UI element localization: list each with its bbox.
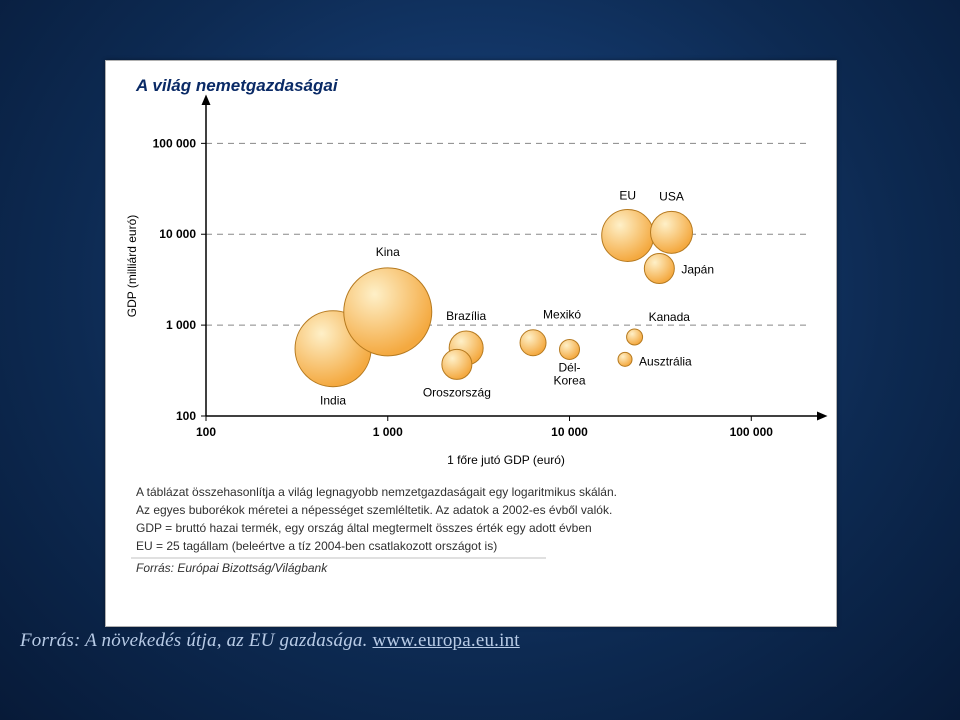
- svg-text:10 000: 10 000: [159, 227, 196, 241]
- svg-text:Az egyes buborékok méretei a n: Az egyes buborékok méretei a népességet …: [136, 503, 612, 517]
- chart-panel: A világ nemetgazdaságai 100 1 000 10 000 100…: [105, 60, 837, 627]
- svg-text:1 000: 1 000: [373, 425, 403, 439]
- bubble-chart: A világ nemetgazdaságai 100 1 000 10 000 100…: [106, 61, 836, 626]
- svg-text:Kina: Kina: [376, 245, 400, 259]
- svg-text:100: 100: [196, 425, 216, 439]
- footer-text: A növekedés útja, az EU gazdasága.: [85, 630, 372, 651]
- svg-text:India: India: [320, 394, 346, 408]
- svg-text:Oroszország: Oroszország: [423, 385, 491, 399]
- svg-text:Kanada: Kanada: [649, 310, 691, 324]
- svg-text:1 főre jutó GDP (euró): 1 főre jutó GDP (euró): [447, 453, 565, 467]
- footer-prefix: Forrás:: [20, 630, 85, 651]
- svg-text:Brazília: Brazília: [446, 309, 486, 323]
- svg-text:EU: EU: [619, 188, 636, 202]
- svg-text:A világ nemetgazdaságai: A világ nemetgazdaságai: [135, 76, 339, 95]
- footer-source: Forrás: A növekedés útja, az EU gazdaság…: [20, 630, 520, 652]
- svg-text:EU = 25 tagállam (beleértve a: EU = 25 tagállam (beleértve a tíz 2004-b…: [136, 539, 497, 553]
- svg-text:Dél-Korea: Dél-Korea: [554, 360, 586, 387]
- svg-text:Mexikó: Mexikó: [543, 308, 581, 322]
- svg-text:10 000: 10 000: [551, 425, 588, 439]
- svg-text:Japán: Japán: [681, 262, 714, 276]
- svg-text:Ausztrália: Ausztrália: [639, 354, 692, 368]
- svg-text:1 000: 1 000: [166, 318, 196, 332]
- svg-text:USA: USA: [659, 189, 684, 203]
- svg-text:100 000: 100 000: [153, 136, 197, 150]
- svg-text:100 000: 100 000: [730, 425, 774, 439]
- svg-text:Forrás: Európai Bizottság/Vilá: Forrás: Európai Bizottság/Világbank: [136, 561, 328, 575]
- svg-text:A táblázat összehasonlítja a v: A táblázat összehasonlítja a világ legna…: [136, 485, 617, 499]
- svg-text:GDP (milliárd euró): GDP (milliárd euró): [125, 215, 139, 317]
- footer-link[interactable]: www.europa.eu.int: [373, 630, 520, 651]
- svg-text:GDP = bruttó hazai termék, egy: GDP = bruttó hazai termék, egy ország ál…: [136, 521, 592, 535]
- svg-text:100: 100: [176, 409, 196, 423]
